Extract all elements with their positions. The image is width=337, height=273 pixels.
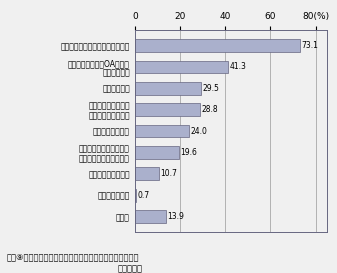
Text: 41.3: 41.3 [229, 63, 246, 72]
Text: 実態調査」: 実態調査」 [118, 265, 143, 273]
Text: 10.7: 10.7 [160, 169, 177, 178]
Bar [135, 61, 228, 73]
Bar [135, 189, 136, 201]
Bar [135, 82, 202, 95]
Text: 13.9: 13.9 [167, 212, 184, 221]
Text: 0.7: 0.7 [137, 191, 150, 200]
Text: 28.8: 28.8 [201, 105, 218, 114]
Text: 29.5: 29.5 [203, 84, 219, 93]
Bar [135, 210, 166, 223]
Bar [135, 39, 300, 52]
Text: 図表⑨～⑰　（出典）総務省「情報セキュリティに関する: 図表⑨～⑰ （出典）総務省「情報セキュリティに関する [7, 254, 139, 262]
Bar [135, 167, 159, 180]
Bar [135, 146, 179, 159]
Text: 19.6: 19.6 [180, 148, 197, 157]
Text: 73.1: 73.1 [301, 41, 318, 50]
Bar [135, 125, 189, 137]
Text: 24.0: 24.0 [190, 127, 207, 135]
Bar [135, 103, 200, 116]
